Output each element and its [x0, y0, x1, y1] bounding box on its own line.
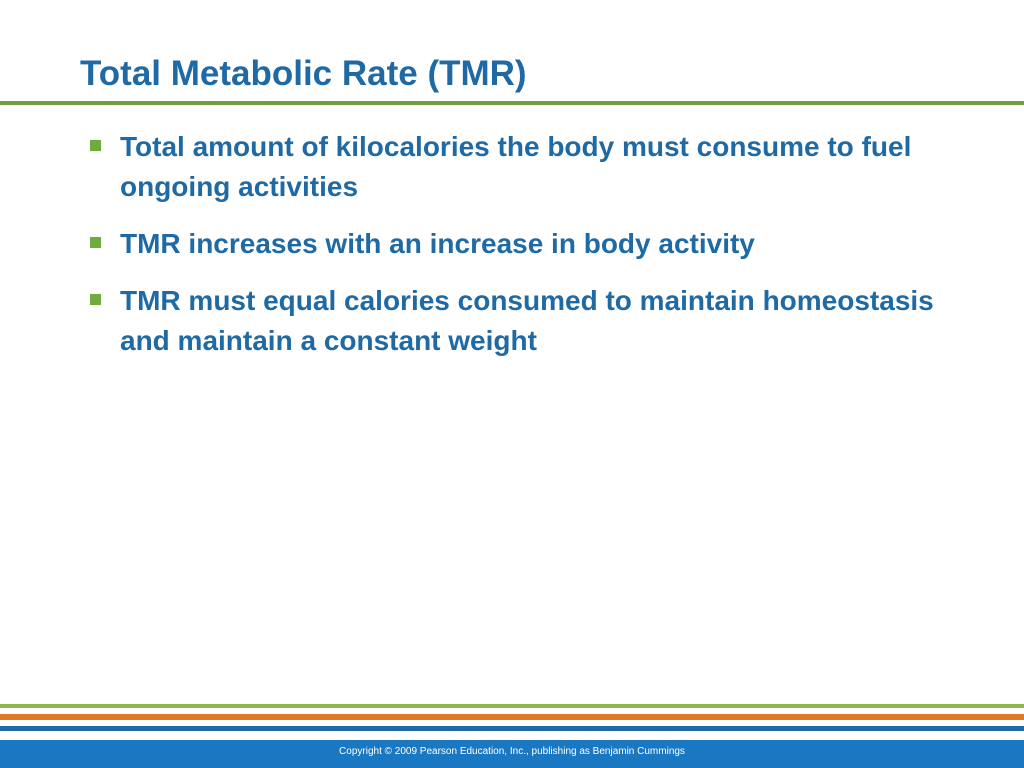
title-divider: [0, 101, 1024, 105]
bullet-list: Total amount of kilocalories the body mu…: [88, 127, 988, 378]
copyright-notice: Copyright © 2009 Pearson Education, Inc.…: [339, 746, 685, 757]
footer-stripe-orange: [0, 714, 1024, 720]
bullet-item: TMR must equal calories consumed to main…: [88, 281, 988, 361]
slide-title: Total Metabolic Rate (TMR): [80, 54, 527, 93]
square-bullet-icon: [90, 140, 101, 151]
bullet-item: TMR increases with an increase in body a…: [88, 224, 988, 264]
bullet-text: Total amount of kilocalories the body mu…: [120, 131, 912, 202]
bullet-text: TMR must equal calories consumed to main…: [120, 285, 934, 356]
footer-stripe-blue: [0, 726, 1024, 731]
footer-stripe-green: [0, 704, 1024, 708]
bullet-item: Total amount of kilocalories the body mu…: [88, 127, 988, 207]
square-bullet-icon: [90, 294, 101, 305]
footer-bar: [0, 740, 1024, 768]
bullet-text: TMR increases with an increase in body a…: [120, 228, 755, 259]
square-bullet-icon: [90, 237, 101, 248]
